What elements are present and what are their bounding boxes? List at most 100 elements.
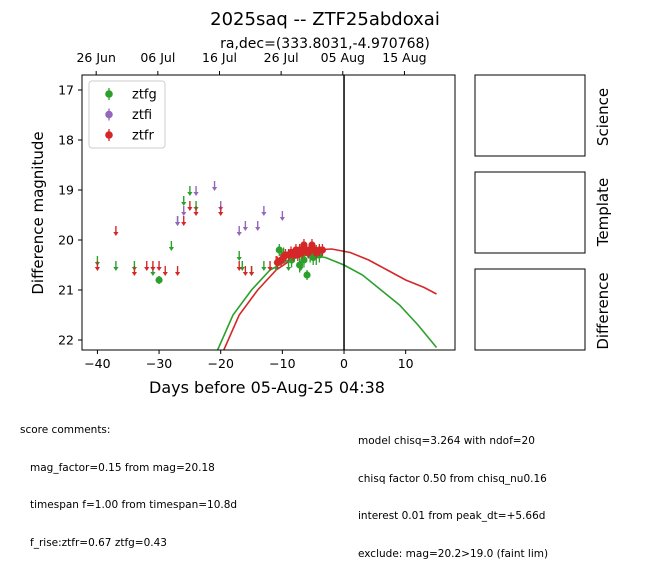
y-tick-label: 17 — [58, 83, 74, 98]
upper-limit-point-ztfr — [144, 261, 150, 271]
upper-limit-arrowhead — [211, 187, 218, 191]
y-tick-label: 22 — [58, 333, 74, 348]
y-tick-label: 19 — [58, 183, 74, 198]
upper-limit-arrowhead — [162, 272, 168, 276]
upper-limit-arrowhead — [218, 212, 224, 216]
upper-limit-arrowhead — [150, 272, 156, 276]
upper-limit-arrowhead — [261, 267, 267, 271]
upper-limit-arrowhead — [187, 192, 193, 196]
top-tick-label: 15 Aug — [382, 50, 426, 65]
upper-limit-arrowhead — [267, 267, 273, 271]
science-panel — [474, 74, 586, 157]
upper-limit-arrowhead — [131, 272, 138, 276]
score-comment-line: score comments: — [20, 424, 111, 436]
top-tick-label: 26 Jul — [264, 50, 299, 65]
upper-limit-arrowhead — [150, 267, 156, 271]
upper-limit-point-ztfg — [113, 261, 119, 271]
model-comment-line: interest 0.01 from peak_dt=+5.66d — [358, 510, 546, 522]
detection-point-ztfg — [296, 257, 304, 273]
upper-limit-point-ztfr — [193, 206, 199, 216]
upper-limit-arrowhead — [181, 202, 187, 206]
legend-label: ztfi — [132, 108, 152, 123]
upper-limit-point-ztfr — [94, 261, 101, 271]
model-comment-line: chisq factor 0.50 from chisq_nu0.16 — [358, 472, 547, 485]
upper-limit-arrowhead — [193, 212, 199, 216]
upper-limit-point-ztfr — [174, 266, 181, 276]
model-curve-ztfg — [216, 254, 438, 350]
legend-label: ztfr — [132, 129, 154, 144]
upper-limit-point-ztfi — [211, 181, 218, 191]
template-panel — [474, 171, 586, 254]
data-marker — [300, 256, 308, 264]
upper-limit-arrowhead — [279, 217, 285, 221]
upper-limit-arrowhead — [236, 232, 242, 236]
legend-marker — [105, 110, 113, 119]
model-comment-line: exclude: mag=20.2>19.0 (faint lim) — [358, 547, 549, 560]
upper-limit-arrowhead — [236, 257, 242, 261]
top-tick-label: 16 Jul — [202, 50, 237, 65]
upper-limit-point-ztfg — [187, 186, 193, 196]
upper-limit-point-ztfr — [218, 206, 224, 216]
upper-limit-point-ztfg — [168, 241, 174, 251]
upper-limit-point-ztfr — [162, 266, 168, 276]
upper-limit-arrowhead — [236, 267, 242, 271]
legend-label: ztfg — [132, 88, 157, 103]
upper-limit-point-ztfr — [187, 201, 193, 211]
upper-limit-point-ztfi — [279, 211, 285, 221]
y-tick-label: 20 — [58, 233, 74, 248]
figure-title: 2025saq -- ZTF25abdoxai — [210, 9, 440, 30]
upper-limit-point-ztfg — [261, 261, 267, 271]
upper-limit-point-ztfg — [285, 261, 292, 271]
detection-point-ztfr — [318, 244, 327, 256]
upper-limit-arrowhead — [94, 267, 101, 271]
upper-limit-point-ztfr — [242, 266, 248, 276]
data-marker — [155, 276, 163, 284]
detection-point-ztfg — [275, 244, 283, 256]
x-tick-label: −40 — [84, 356, 110, 371]
upper-limit-arrowhead — [193, 192, 199, 196]
score-comment-line: timespan f=1.00 from timespan=10.8d — [20, 499, 238, 511]
legend: ztfg ztfi ztfr — [88, 80, 166, 149]
x-tick-label: −30 — [146, 356, 172, 371]
upper-limit-arrowhead — [242, 272, 248, 276]
x-tick-label: 10 — [398, 356, 414, 371]
upper-limit-point-ztfr — [248, 266, 255, 276]
x-tick-label: −10 — [269, 356, 295, 371]
y-tick-label: 21 — [58, 283, 74, 298]
upper-limit-point-ztfr — [150, 261, 156, 271]
template-label: Template — [594, 178, 612, 247]
upper-limit-arrowhead — [181, 212, 187, 216]
score-comment-line: mag_factor=0.15 from mag=20.18 — [20, 461, 215, 474]
model-curve-ztfr — [223, 248, 437, 350]
upper-limit-point-ztfi — [242, 221, 248, 231]
difference-label: Difference — [594, 272, 612, 349]
upper-limit-arrowhead — [255, 227, 261, 231]
figure-subtitle: ra,dec=(333.8031,-4.970768) — [220, 36, 430, 52]
upper-limit-arrowhead — [187, 207, 193, 211]
upper-limit-point-ztfr — [181, 216, 187, 226]
model-comment-line: model chisq=3.264 with ndof=20 — [358, 435, 535, 447]
top-tick-label: 05 Aug — [321, 50, 365, 65]
model-comments: model chisq=3.264 with ndof=20 chisq fac… — [358, 410, 548, 573]
upper-limit-point-ztfi — [236, 226, 242, 236]
data-marker — [303, 271, 311, 279]
x-tick-label: 0 — [340, 356, 348, 371]
plot-frame — [81, 74, 456, 351]
legend-entry-ztfi: ztfi — [105, 108, 152, 123]
upper-limit-arrowhead — [248, 272, 255, 276]
upper-limit-point-ztfg — [181, 196, 187, 206]
x-tick-label: −20 — [208, 356, 234, 371]
side-panels: Science Template Difference — [474, 74, 612, 351]
upper-limit-point-ztfr — [156, 261, 162, 271]
upper-limit-point-ztfg — [239, 261, 245, 271]
plot-area: −40 −30 −20 −10 0 10 17 18 19 20 21 22 26 Jun 06 Jul 1… — [58, 50, 456, 371]
plot-inner — [94, 75, 438, 350]
score-comment-line: f_rise:ztfr=0.67 ztfg=0.43 — [20, 536, 167, 549]
top-tick-label: 06 Jul — [140, 50, 175, 65]
upper-limit-arrowhead — [156, 267, 162, 271]
science-label: Science — [594, 88, 612, 146]
upper-limit-point-ztfr — [236, 261, 242, 271]
x-axis-label: Days before 05-Aug-25 04:38 — [149, 378, 385, 397]
upper-limit-point-ztfi — [255, 221, 261, 231]
upper-limit-point-ztfi — [174, 216, 181, 226]
